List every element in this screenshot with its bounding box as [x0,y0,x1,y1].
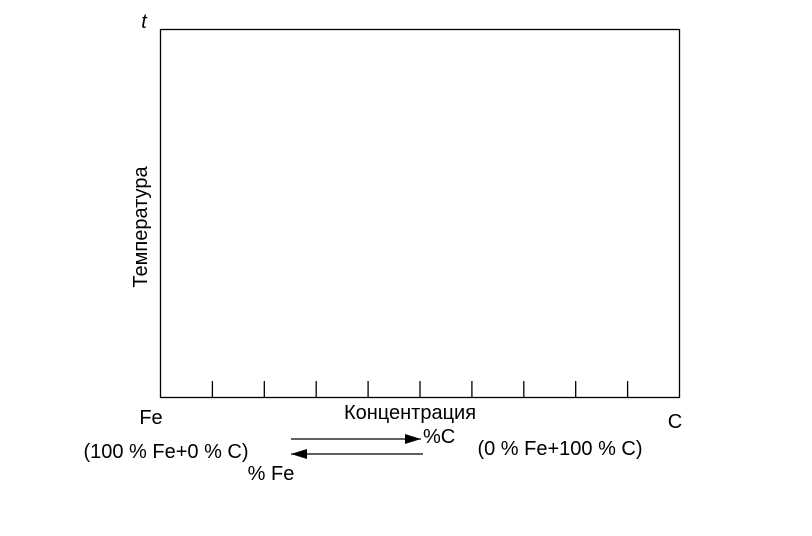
left-composition: (100 % Fe+0 % C) [83,441,248,463]
y-symbol: t [141,11,148,33]
left-end: Fe [139,407,162,429]
right-end: C [668,411,682,433]
ticks [211,381,629,397]
right-composition: (0 % Fe+100 % C) [477,438,642,460]
arrow-left-label: % Fe [248,463,295,485]
y-label: Температура [130,166,152,288]
x-label: Концентрация [344,402,476,424]
frame [159,28,681,399]
arrow-right-label: %C [423,426,455,448]
